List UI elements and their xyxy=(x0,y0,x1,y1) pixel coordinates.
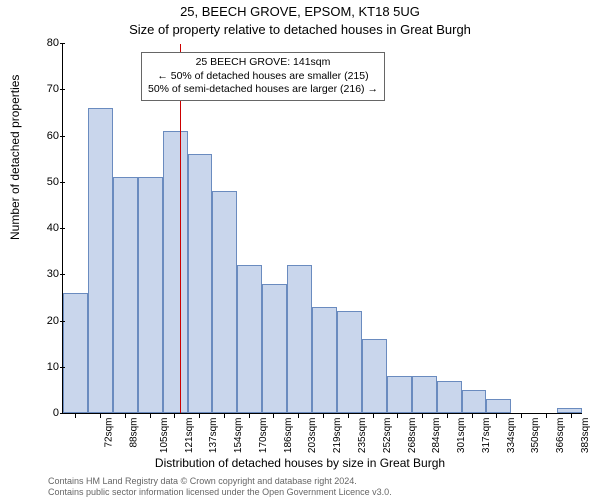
chart-title-line1: 25, BEECH GROVE, EPSOM, KT18 5UG xyxy=(0,4,600,19)
bar xyxy=(287,265,312,413)
x-tick-mark xyxy=(571,413,572,418)
x-tick-mark xyxy=(199,413,200,418)
y-tick: 30 xyxy=(29,268,59,280)
x-tick: 137sqm xyxy=(209,418,220,454)
y-tick: 70 xyxy=(29,83,59,95)
bar xyxy=(237,265,262,413)
x-tick-mark xyxy=(100,413,101,418)
y-tick: 0 xyxy=(29,407,59,419)
x-tick-mark xyxy=(422,413,423,418)
y-tick: 40 xyxy=(29,222,59,234)
x-tick-mark xyxy=(373,413,374,418)
attribution-line1: Contains HM Land Registry data © Crown c… xyxy=(48,476,600,487)
bar xyxy=(312,307,337,413)
chart-title-line2: Size of property relative to detached ho… xyxy=(0,22,600,37)
plot-area: 25 BEECH GROVE: 141sqm ← 50% of detached… xyxy=(62,44,582,414)
x-tick-mark xyxy=(150,413,151,418)
x-tick: 284sqm xyxy=(431,418,442,454)
annotation-line2: ← 50% of detached houses are smaller (21… xyxy=(148,70,378,84)
x-tick: 317sqm xyxy=(481,418,492,454)
y-tick: 10 xyxy=(29,361,59,373)
bar xyxy=(262,284,287,414)
x-tick: 203sqm xyxy=(308,418,319,454)
x-tick-mark xyxy=(348,413,349,418)
bar xyxy=(337,311,362,413)
x-tick: 301sqm xyxy=(456,418,467,454)
x-tick: 268sqm xyxy=(407,418,418,454)
annotation-box: 25 BEECH GROVE: 141sqm ← 50% of detached… xyxy=(141,52,385,101)
x-tick: 88sqm xyxy=(129,418,140,448)
x-tick-mark xyxy=(75,413,76,418)
bar xyxy=(188,154,213,413)
bar xyxy=(387,376,412,413)
x-tick: 235sqm xyxy=(357,418,368,454)
bar xyxy=(88,108,113,413)
attribution-line2: Contains public sector information licen… xyxy=(48,487,600,498)
y-tick: 50 xyxy=(29,176,59,188)
bar xyxy=(163,131,188,413)
x-tick-mark xyxy=(174,413,175,418)
y-axis-label: Number of detached properties xyxy=(8,75,22,240)
x-tick-mark xyxy=(546,413,547,418)
x-tick: 72sqm xyxy=(104,418,115,448)
x-tick-mark xyxy=(447,413,448,418)
annotation-line3: 50% of semi-detached houses are larger (… xyxy=(148,83,378,97)
y-tick: 80 xyxy=(29,37,59,49)
bar xyxy=(412,376,437,413)
x-tick: 334sqm xyxy=(506,418,517,454)
x-tick: 154sqm xyxy=(233,418,244,454)
x-tick: 350sqm xyxy=(530,418,541,454)
bar xyxy=(113,177,138,413)
x-tick: 105sqm xyxy=(159,418,170,454)
x-tick: 121sqm xyxy=(184,418,195,454)
x-tick-mark xyxy=(249,413,250,418)
bar xyxy=(437,381,462,413)
x-tick: 252sqm xyxy=(382,418,393,454)
x-tick-mark xyxy=(125,413,126,418)
x-tick: 219sqm xyxy=(332,418,343,454)
x-tick: 383sqm xyxy=(580,418,591,454)
x-tick-mark xyxy=(298,413,299,418)
y-tick: 60 xyxy=(29,130,59,142)
x-tick-mark xyxy=(224,413,225,418)
x-tick-mark xyxy=(323,413,324,418)
x-tick: 186sqm xyxy=(283,418,294,454)
x-tick: 366sqm xyxy=(555,418,566,454)
x-tick-mark xyxy=(397,413,398,418)
bar xyxy=(462,390,487,413)
bar xyxy=(486,399,511,413)
x-tick-mark xyxy=(273,413,274,418)
x-tick: 170sqm xyxy=(258,418,269,454)
bar xyxy=(362,339,387,413)
bar xyxy=(557,408,582,413)
x-tick-mark xyxy=(521,413,522,418)
x-axis-label: Distribution of detached houses by size … xyxy=(0,456,600,470)
x-tick-mark xyxy=(496,413,497,418)
attribution: Contains HM Land Registry data © Crown c… xyxy=(0,476,600,498)
bar xyxy=(138,177,163,413)
y-tick: 20 xyxy=(29,315,59,327)
bar xyxy=(212,191,237,413)
bar xyxy=(63,293,88,413)
x-tick-mark xyxy=(472,413,473,418)
annotation-line1: 25 BEECH GROVE: 141sqm xyxy=(148,56,378,70)
